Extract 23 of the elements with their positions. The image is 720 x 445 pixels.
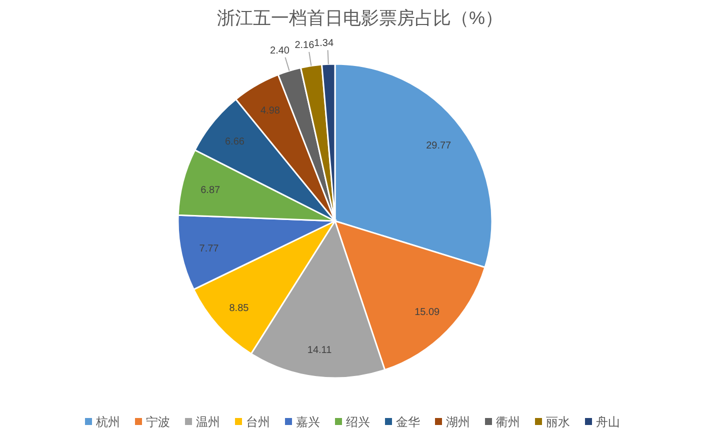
legend-label: 杭州 (95, 415, 120, 429)
legend-label: 台州 (246, 415, 270, 429)
data-label: 2.16 (294, 40, 315, 52)
legend-label: 嘉兴 (296, 415, 320, 429)
legend-label: 丽水 (546, 415, 570, 429)
data-label: 1.34 (314, 38, 334, 50)
data-label: 15.09 (414, 306, 440, 318)
data-label: 6.87 (200, 184, 221, 196)
data-label: 14.11 (307, 344, 332, 356)
legend-label: 温州 (196, 415, 220, 429)
data-label: 6.66 (224, 136, 245, 148)
legend-label: 湖州 (446, 415, 470, 429)
legend-label: 宁波 (146, 415, 170, 429)
data-label: 8.85 (229, 302, 250, 314)
chart-title: 浙江五一档首日电影票房占比（%） (216, 8, 504, 28)
legend-label: 绍兴 (346, 415, 370, 429)
legend-label: 衢州 (496, 415, 520, 429)
data-label: 4.98 (260, 106, 280, 117)
data-label: 2.40 (270, 46, 290, 57)
data-label: 7.77 (199, 243, 220, 254)
data-label: 29.77 (426, 140, 452, 152)
legend-label: 舟山 (596, 415, 620, 429)
legend-label: 金华 (396, 415, 420, 429)
